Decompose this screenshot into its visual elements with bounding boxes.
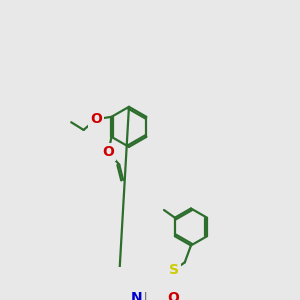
Text: S: S (169, 263, 179, 277)
Text: O: O (90, 112, 102, 126)
Text: O: O (167, 291, 179, 300)
Text: N: N (131, 291, 142, 300)
Text: H: H (138, 292, 148, 300)
Text: O: O (103, 145, 114, 159)
